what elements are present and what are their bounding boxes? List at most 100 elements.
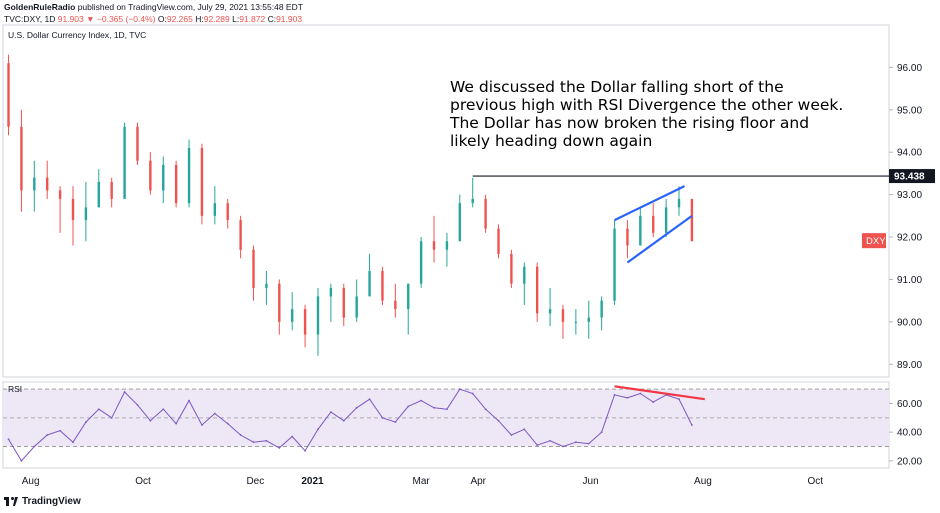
rsi-point xyxy=(46,434,49,436)
candle-body xyxy=(303,309,307,335)
last-price: 91.903 xyxy=(57,14,84,24)
candle-body xyxy=(213,203,217,216)
rsi-point xyxy=(33,445,36,448)
price-change: −0.365 (−0.4%) xyxy=(96,14,156,24)
rsi-point xyxy=(265,439,268,442)
candle-body xyxy=(174,164,178,204)
ohlc-line: TVC:DXY, 1D 91.903 ▼ −0.365 (−0.4%) O:92… xyxy=(4,14,303,24)
rsi-point xyxy=(213,412,216,415)
price-tick-label: 90.00 xyxy=(897,317,922,328)
rsi-point xyxy=(162,408,165,411)
candle-body xyxy=(574,321,578,323)
rsi-point xyxy=(355,406,358,409)
candle-body xyxy=(471,198,474,204)
candle-body xyxy=(7,63,10,127)
candle-body xyxy=(677,198,681,208)
candle-body xyxy=(149,160,152,191)
candle-body xyxy=(58,190,62,199)
rsi-point xyxy=(278,447,281,449)
rsi-point xyxy=(149,419,152,422)
candle-body xyxy=(548,309,552,314)
rsi-point xyxy=(446,408,448,411)
published-text: published on TradingView.com, July 29, 2… xyxy=(77,2,303,12)
rsi-point xyxy=(329,411,332,413)
rsi-point xyxy=(239,434,242,436)
price-tick-label: 89.00 xyxy=(897,360,922,371)
candle-body xyxy=(394,300,397,310)
tradingview-footer: TradingView xyxy=(4,496,81,507)
rsi-point xyxy=(484,408,487,411)
rsi-point xyxy=(188,399,190,402)
candle-body xyxy=(123,126,126,199)
price-tick-label: 91.00 xyxy=(897,275,922,286)
candle-body xyxy=(432,241,436,250)
rsi-line xyxy=(8,388,693,462)
rsi-point xyxy=(394,421,397,424)
annotation-line-3: The Dollar has now broken the rising flo… xyxy=(449,114,809,132)
rsi-point xyxy=(639,392,642,395)
candle-body xyxy=(523,266,526,284)
low-value: 91.872 xyxy=(239,14,266,24)
candle-body xyxy=(316,296,320,335)
rsi-point xyxy=(523,428,526,431)
rsi-divergence-line xyxy=(614,385,705,401)
rsi-title: RSI xyxy=(8,384,22,394)
candle-body xyxy=(200,147,204,216)
rsi-point xyxy=(201,424,203,426)
rsi-point xyxy=(59,429,62,432)
candle-body xyxy=(265,283,268,288)
chart-area[interactable]: 89.00 90.00 91.00 92.00 93.00 94.00 95.00 96.00… xyxy=(0,24,940,496)
candle-body xyxy=(407,283,410,310)
rsi-point xyxy=(433,406,435,409)
rsi-point xyxy=(510,434,513,436)
candle-body xyxy=(419,241,423,284)
close-value: 91.903 xyxy=(276,14,303,24)
candle-body xyxy=(613,228,616,301)
rsi-point xyxy=(471,392,474,395)
annotation-line-1: We discussed the Dollar falling short of… xyxy=(450,78,784,96)
x-axis-label: Jun xyxy=(583,476,599,487)
candle-body xyxy=(342,287,345,318)
open-value: 92.265 xyxy=(166,14,193,24)
rsi-point xyxy=(291,435,294,438)
rsi-point xyxy=(407,405,410,408)
candle-body xyxy=(664,207,668,233)
rsi-point xyxy=(72,441,74,444)
x-axis-label: Aug xyxy=(694,476,712,487)
rsi-point xyxy=(587,442,590,445)
rsi-point xyxy=(317,428,319,431)
price-chart[interactable]: 89.00 90.00 91.00 92.00 93.00 94.00 95.00 96.00… xyxy=(0,24,940,496)
rsi-point xyxy=(123,391,126,393)
symbol-label-bg xyxy=(862,233,886,249)
resistance-price-label: 93.438 xyxy=(894,172,925,183)
rsi-point xyxy=(136,404,139,406)
candle-body xyxy=(329,287,333,297)
price-tick-label: 96.00 xyxy=(897,63,922,74)
candle-body xyxy=(510,254,513,284)
candle-body xyxy=(84,207,88,221)
rsi-point xyxy=(626,396,629,399)
price-tick-label: 93.00 xyxy=(897,190,922,201)
candle-body xyxy=(458,203,462,242)
rsi-point xyxy=(252,441,255,444)
rsi-point xyxy=(574,441,577,444)
rsi-point xyxy=(97,408,100,411)
resistance-price-label-bg xyxy=(889,169,935,184)
candle-body xyxy=(652,215,655,233)
candle-body xyxy=(368,270,371,297)
rsi-point xyxy=(304,449,306,452)
rsi-point xyxy=(497,419,500,422)
candle-body xyxy=(381,270,384,301)
publisher-name: GoldenRuleRadio xyxy=(4,2,76,12)
annotation-line-2: previous high with RSI Divergence the ot… xyxy=(450,96,843,114)
symbol-label: DXY xyxy=(866,236,886,247)
rsi-point xyxy=(458,388,461,391)
tradingview-brand: TradingView xyxy=(22,496,81,507)
rsi-point xyxy=(226,422,229,425)
rsi-point xyxy=(678,398,680,401)
candle-body xyxy=(639,215,642,246)
rsi-point xyxy=(20,459,23,462)
candle-body xyxy=(690,198,694,242)
rsi-point xyxy=(110,416,113,419)
rsi-point xyxy=(420,399,423,402)
